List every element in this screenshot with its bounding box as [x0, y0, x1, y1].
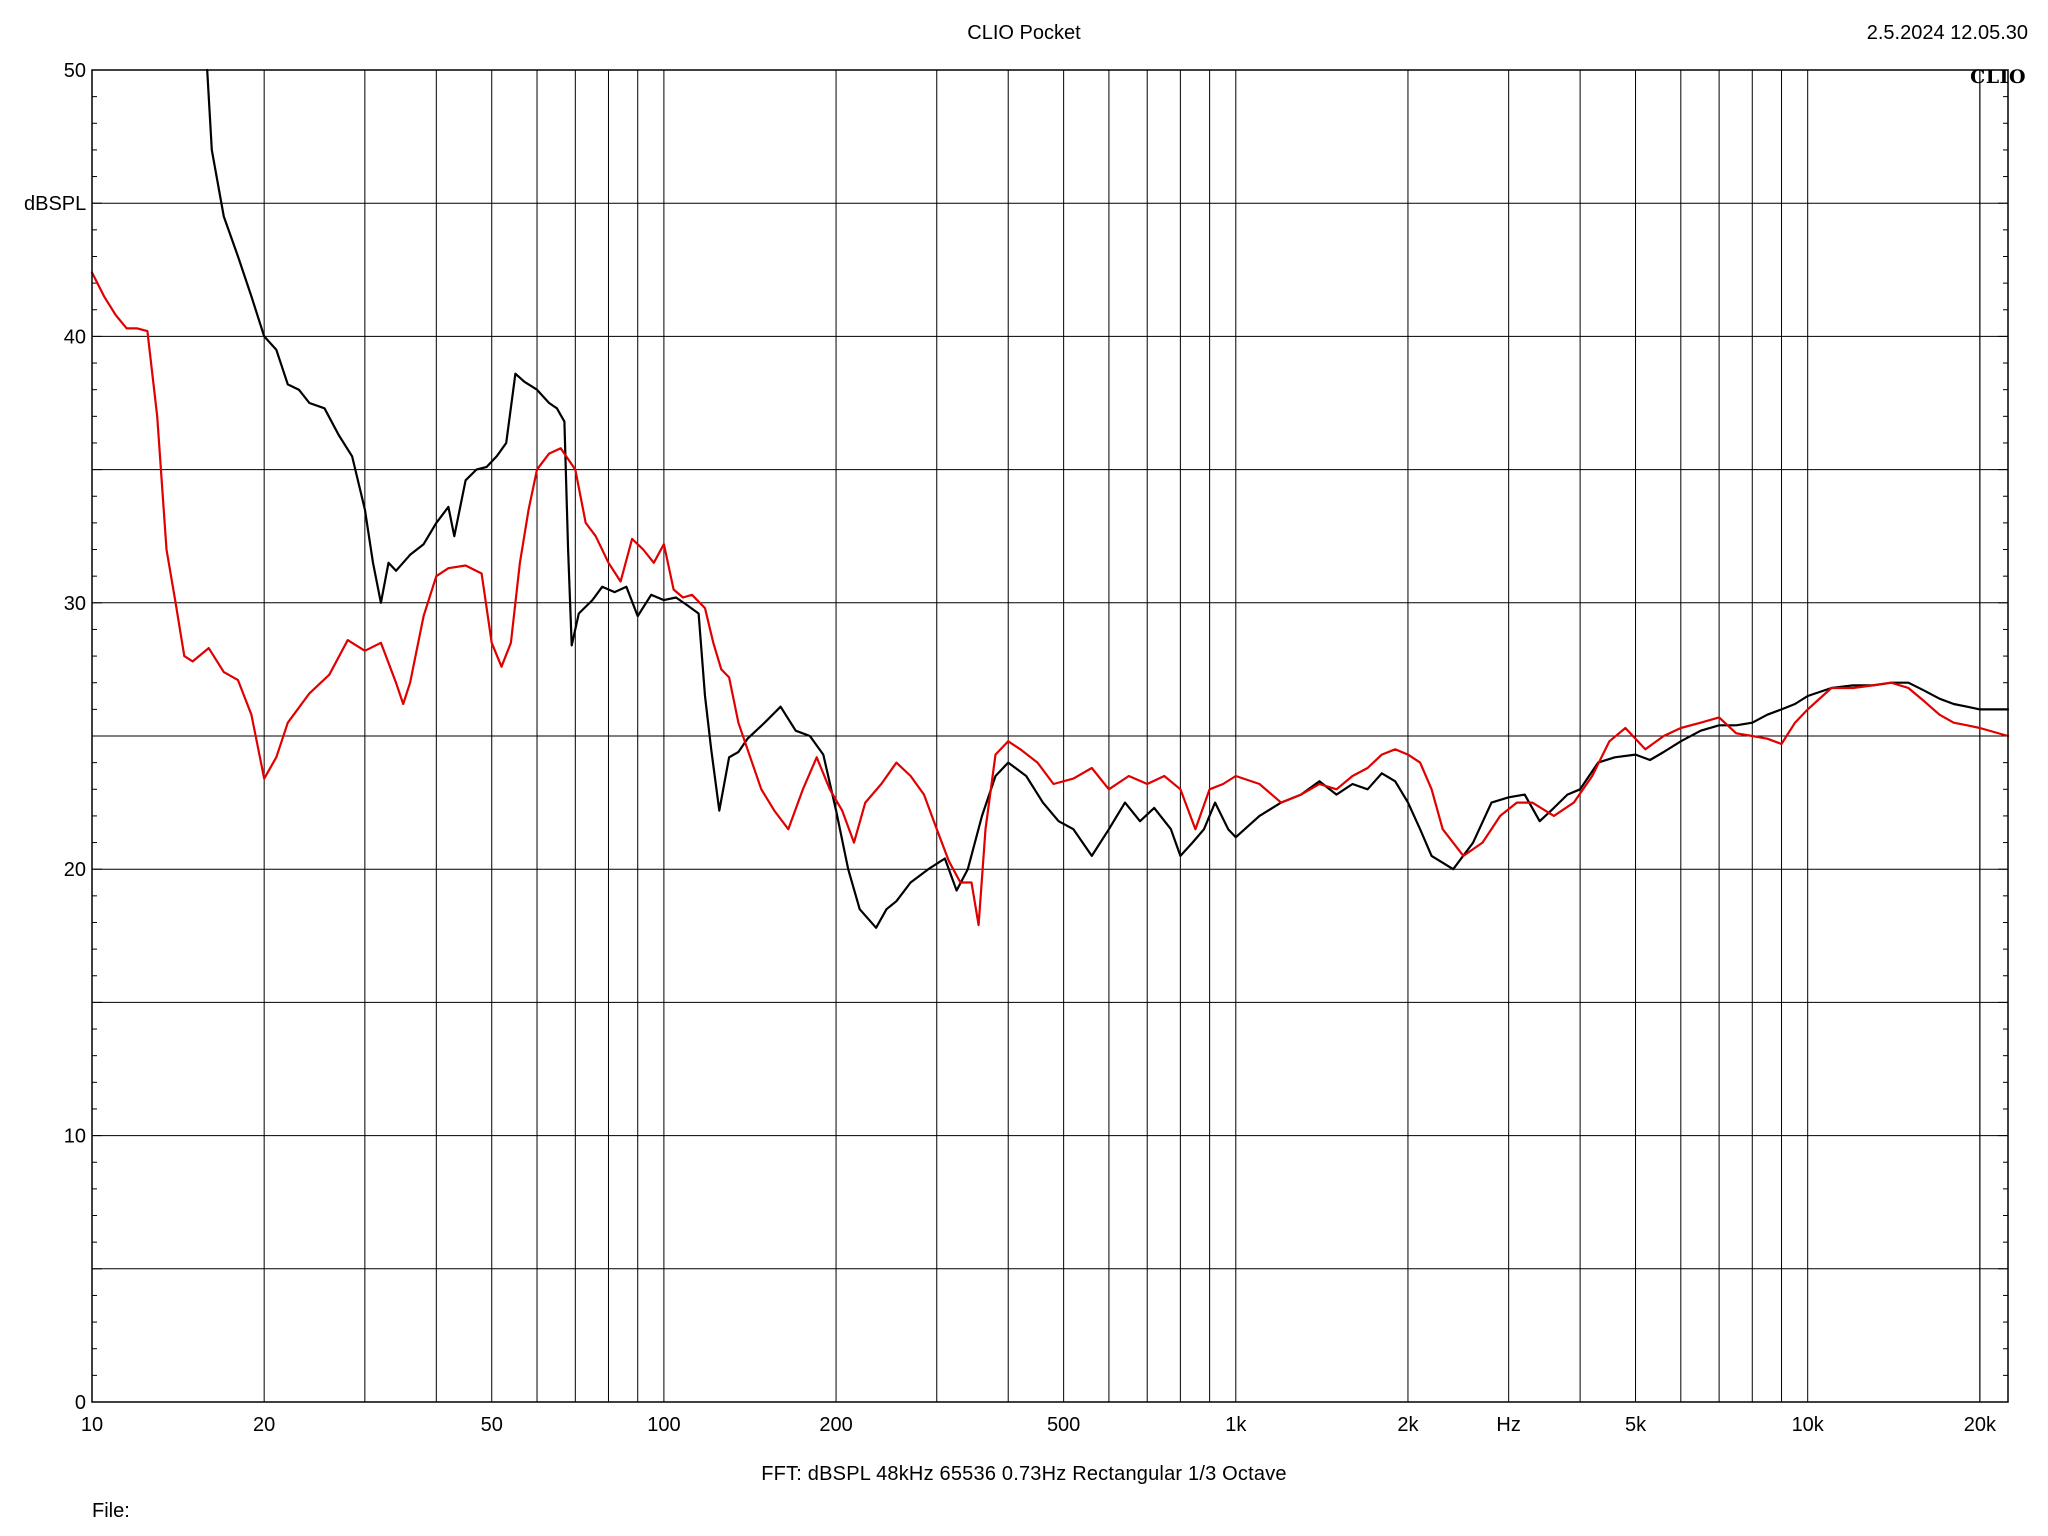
y-tick-label: 40: [64, 326, 86, 348]
y-tick-label: 20: [64, 859, 86, 881]
y-tick-label: 10: [64, 1126, 86, 1148]
x-tick-label: 2k: [1397, 1414, 1419, 1436]
chart-title: CLIO Pocket: [967, 22, 1081, 44]
fft-settings-text: FFT: dBSPL 48kHz 65536 0.73Hz Rectangula…: [761, 1463, 1287, 1485]
y-tick-label: 0: [75, 1392, 86, 1414]
file-label: File:: [92, 1500, 130, 1522]
x-tick-label: 100: [647, 1414, 680, 1436]
x-unit-label: Hz: [1496, 1414, 1520, 1436]
grid: [92, 69, 2008, 1403]
series-black-line: [206, 68, 2010, 929]
plot-frame: [91, 69, 2009, 1403]
x-tick-label: 200: [819, 1414, 852, 1436]
y-axis-label: dBSPL: [24, 193, 87, 215]
x-tick-label: 20k: [1964, 1414, 1997, 1436]
x-tick-label: 50: [481, 1414, 503, 1436]
measurement-datetime: 2.5.2024 12.05.30: [1866, 22, 2028, 44]
x-tick-label: 5k: [1625, 1414, 1647, 1436]
series-layer: [90, 68, 2010, 929]
x-tick-label: 10k: [1792, 1414, 1825, 1436]
series-red-line: [90, 271, 2010, 927]
x-tick-label: 1k: [1225, 1414, 1247, 1436]
brand-logo: CLIO: [1970, 66, 2026, 88]
x-tick-label: 500: [1047, 1414, 1080, 1436]
y-tick-label: 50: [64, 60, 86, 82]
x-tick-label: 20: [253, 1414, 275, 1436]
y-tick-label: 30: [64, 593, 86, 615]
x-tick-label: 10: [81, 1414, 103, 1436]
